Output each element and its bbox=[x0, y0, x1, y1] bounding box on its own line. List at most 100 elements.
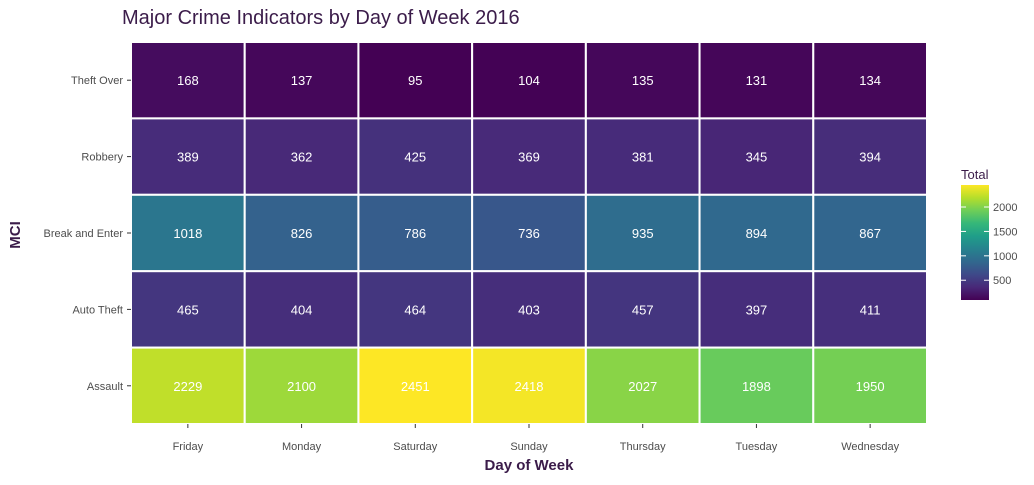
cell-value-label: 786 bbox=[404, 226, 426, 241]
cell-rect bbox=[812, 270, 928, 349]
cell-value-label: 381 bbox=[632, 150, 654, 165]
cell-value-label: 362 bbox=[291, 150, 313, 165]
cell-value-label: 464 bbox=[404, 302, 426, 317]
cell-value-label: 345 bbox=[746, 150, 768, 165]
y-tick-label: Robbery bbox=[81, 152, 123, 164]
cell-rect bbox=[812, 193, 928, 273]
heatmap-cell: 411 bbox=[812, 270, 928, 349]
heatmap-cell: 369 bbox=[471, 117, 587, 196]
x-tick-label: Wednesday bbox=[841, 441, 899, 453]
heatmap-cell: 457 bbox=[584, 270, 701, 349]
cell-value-label: 457 bbox=[632, 302, 654, 317]
legend-colorbar bbox=[961, 185, 989, 300]
heatmap-cell: 345 bbox=[698, 117, 815, 196]
cell-value-label: 131 bbox=[746, 73, 768, 88]
x-tick-label: Saturday bbox=[393, 441, 438, 453]
cell-value-label: 2100 bbox=[287, 379, 316, 394]
cell-value-label: 2027 bbox=[628, 379, 657, 394]
heatmap-cell: 404 bbox=[243, 270, 360, 349]
cell-value-label: 425 bbox=[404, 150, 426, 165]
cell-rect bbox=[812, 117, 928, 196]
heatmap-cell: 362 bbox=[243, 117, 360, 196]
cell-value-label: 2229 bbox=[173, 379, 202, 394]
heatmap-cell: 2418 bbox=[471, 346, 587, 426]
cell-value-label: 369 bbox=[518, 150, 540, 165]
heatmap-cell: 403 bbox=[471, 270, 587, 349]
cell-value-label: 137 bbox=[291, 73, 313, 88]
legend-tick-label: 1000 bbox=[993, 251, 1017, 263]
heatmap-cell: 464 bbox=[357, 270, 474, 349]
heatmap-cell: 2027 bbox=[584, 346, 701, 426]
cell-value-label: 104 bbox=[518, 73, 540, 88]
cell-rect bbox=[584, 193, 701, 273]
legend-tick-label: 1500 bbox=[993, 226, 1017, 238]
y-axis-title: MCI bbox=[7, 221, 24, 249]
cell-value-label: 1950 bbox=[856, 379, 885, 394]
cell-value-label: 394 bbox=[859, 150, 881, 165]
x-tick-label: Monday bbox=[282, 441, 322, 453]
cell-value-label: 736 bbox=[518, 226, 540, 241]
cell-rect bbox=[471, 193, 587, 273]
y-tick-label: Theft Over bbox=[71, 75, 123, 87]
heatmap-cell: 95 bbox=[357, 41, 474, 120]
chart-title: Major Crime Indicators by Day of Week 20… bbox=[122, 7, 520, 29]
cell-value-label: 1018 bbox=[173, 226, 202, 241]
x-tick-label: Sunday bbox=[510, 441, 548, 453]
heatmap-cell: 381 bbox=[584, 117, 701, 196]
y-axis: Theft Over Robbery Break and Enter Auto The… bbox=[44, 75, 131, 393]
cell-rect bbox=[130, 346, 246, 426]
x-axis: Friday Monday Saturday Sunday Thursday Tuesda… bbox=[173, 424, 900, 453]
color-legend: Total 500 1000 1500 2000 bbox=[961, 167, 1017, 300]
y-tick-label: Auto Theft bbox=[72, 304, 123, 316]
cell-value-label: 465 bbox=[177, 302, 199, 317]
y-tick-label: Break and Enter bbox=[44, 228, 124, 240]
cell-rect bbox=[130, 270, 246, 349]
cell-value-label: 404 bbox=[291, 302, 313, 317]
x-axis-title: Day of Week bbox=[485, 457, 575, 474]
cell-rect bbox=[130, 41, 246, 120]
heatmap-cell: 1018 bbox=[130, 193, 246, 273]
heatmap-cell: 2100 bbox=[243, 346, 360, 426]
heatmap-cell: 894 bbox=[698, 193, 815, 273]
cell-value-label: 397 bbox=[746, 302, 768, 317]
heatmap-cell: 2451 bbox=[357, 346, 474, 426]
cell-value-label: 935 bbox=[632, 226, 654, 241]
cell-rect bbox=[243, 41, 360, 120]
heatmap-cell: 137 bbox=[243, 41, 360, 120]
y-tick-label: Assault bbox=[87, 381, 123, 393]
heatmap-cell: 394 bbox=[812, 117, 928, 196]
cell-value-label: 826 bbox=[291, 226, 313, 241]
cell-rect bbox=[698, 41, 815, 120]
heatmap-cell: 465 bbox=[130, 270, 246, 349]
cell-rect bbox=[357, 117, 474, 196]
x-tick-label: Friday bbox=[173, 441, 204, 453]
x-tick-label: Thursday bbox=[620, 441, 666, 453]
cell-value-label: 168 bbox=[177, 73, 199, 88]
heatmap-cells: 168 137 95 104 135 131 134 389 362 425 369 381 345 39… bbox=[130, 41, 928, 426]
cell-value-label: 411 bbox=[860, 302, 881, 317]
cell-value-label: 2451 bbox=[401, 379, 430, 394]
heatmap-cell: 826 bbox=[243, 193, 360, 273]
heatmap-cell: 168 bbox=[130, 41, 246, 120]
cell-rect bbox=[698, 270, 815, 349]
cell-rect bbox=[357, 346, 474, 426]
heatmap-cell: 2229 bbox=[130, 346, 246, 426]
cell-value-label: 1898 bbox=[742, 379, 771, 394]
cell-value-label: 134 bbox=[859, 73, 881, 88]
heatmap-cell: 1898 bbox=[698, 346, 815, 426]
x-tick-label: Tuesday bbox=[736, 441, 778, 453]
heatmap-cell: 131 bbox=[698, 41, 815, 120]
heatmap-cell: 867 bbox=[812, 193, 928, 273]
heatmap-cell: 425 bbox=[357, 117, 474, 196]
cell-value-label: 135 bbox=[632, 73, 654, 88]
cell-value-label: 95 bbox=[408, 73, 422, 88]
heatmap-cell: 397 bbox=[698, 270, 815, 349]
heatmap-cell: 135 bbox=[584, 41, 701, 120]
heatmap-cell: 736 bbox=[471, 193, 587, 273]
cell-value-label: 867 bbox=[859, 226, 881, 241]
heatmap-cell: 786 bbox=[357, 193, 474, 273]
legend-tick-label: 2000 bbox=[993, 202, 1017, 214]
heatmap-cell: 1950 bbox=[812, 346, 928, 426]
